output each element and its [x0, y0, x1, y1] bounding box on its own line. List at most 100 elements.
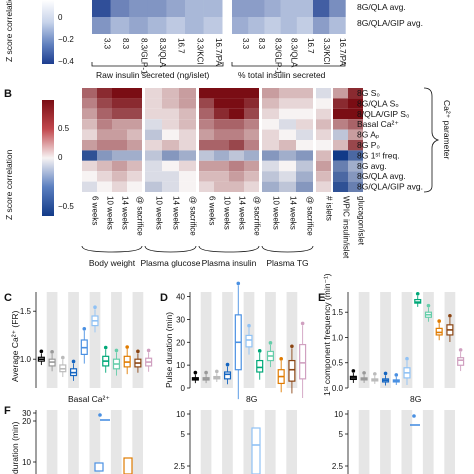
heatmap-b-cell [244, 88, 259, 99]
row-label-b: 8G P₀ [357, 140, 380, 150]
heatmap-b-cell [316, 181, 331, 192]
heatmap-a-left-cell [185, 17, 204, 34]
heatmap-a-left-cell [110, 17, 130, 34]
heatmap-b-cell [333, 171, 348, 182]
heatmap-a-right-cell [232, 0, 249, 17]
heatmap-b-cell [127, 150, 142, 161]
plot-stripe [380, 292, 391, 388]
box-outlier [415, 292, 420, 296]
y-tick-label: 20 [176, 338, 185, 347]
heatmap-b-cell [82, 181, 97, 192]
x-tick-a-left: 8.3/QLA [158, 38, 167, 68]
x-axis-b: 6 weeks 10 weeks 14 weeks @ sacrifice 10 wee… [91, 196, 366, 259]
heatmap-b-cell [262, 98, 279, 109]
box-outlier [103, 345, 108, 350]
heatmap-b-cell [279, 140, 296, 151]
plot-d: 40 30 20 10 0 [176, 281, 307, 400]
heatmap-b-cell [179, 119, 196, 130]
heatmap-b-cell [162, 129, 179, 140]
box-outlier [146, 348, 151, 353]
heatmap-b-cell [296, 119, 313, 130]
group-bracket-b [261, 245, 314, 253]
heatmap-b-cell [333, 160, 348, 172]
heatmap-b-cell [244, 108, 259, 120]
box-outlier [362, 371, 366, 375]
x-tick-a-right: 8.3/QLA [290, 38, 299, 68]
panel-d: D Pulse duration (min) 8G 40 30 20 10 0 [160, 281, 307, 404]
heatmap-a-left-cell [92, 17, 111, 34]
heatmap-b-cell [162, 140, 179, 151]
heatmap-a-left-cell [166, 17, 186, 34]
plot-f-tick-label: 2.5 [332, 462, 344, 471]
heatmap-b-cell [97, 119, 112, 130]
heatmap-b-cell [145, 171, 162, 182]
box [457, 357, 465, 366]
box-outlier [136, 349, 140, 354]
plot-stripe [222, 292, 233, 388]
heatmap-b-cell [348, 181, 363, 192]
plot-f-tick-label: 30 [22, 409, 31, 418]
heatmap-b-cell [97, 150, 112, 161]
box-outlier [193, 370, 198, 375]
heatmap-b-cell [214, 129, 229, 140]
heatmap-b-cell [229, 181, 244, 192]
heatmap-b-cell [82, 129, 97, 140]
box-outlier [247, 323, 251, 328]
box-outlier [204, 370, 208, 375]
heatmap-b-cell [296, 171, 313, 182]
heatmap-b-cell [112, 150, 127, 161]
heatmap-b-cell [127, 98, 142, 109]
heatmap-b-cell [348, 171, 363, 182]
x-tick-a-left: 16.7 [177, 38, 186, 54]
heatmap-b-cell [127, 88, 142, 99]
box-outlier [383, 371, 388, 376]
heatmap-a-left-cell [129, 17, 149, 34]
plot-f-stripe [358, 410, 370, 474]
panel-f-ylabel: duration (min) [10, 421, 20, 474]
groups-b: Body weight Plasma glucose Plasma insulin P… [81, 245, 314, 268]
heatmap-b-cell [127, 140, 142, 151]
plot-stripe [89, 292, 101, 388]
heatmap-b-cell [145, 119, 162, 130]
group-label-b: Body weight [89, 258, 136, 268]
heatmap-b-cell [179, 98, 196, 109]
heatmap-a-right-cell [232, 17, 249, 34]
heatmap-b-cell [229, 150, 244, 161]
heatmap-b-cell [214, 171, 229, 182]
heatmap-b-cell [296, 181, 313, 192]
panel-a-colorbar [42, 0, 54, 64]
heatmap-b-cell [333, 129, 348, 140]
row-label-b: 8G S₀ [357, 88, 380, 98]
heatmap-b-cell [112, 171, 127, 182]
heatmap-a-right-cell [248, 17, 265, 34]
plot-f-stripe [380, 410, 391, 474]
x-tick-b: # islets [325, 196, 334, 221]
heatmap-b-cell [333, 98, 348, 109]
panel-e-letter: E [318, 292, 325, 304]
x-tick-b: 10 weeks [106, 196, 115, 230]
heatmap-b-cell [127, 160, 142, 172]
heatmap-b-cell [279, 150, 296, 161]
box-outlier [257, 349, 262, 353]
heatmap-b-cell [162, 181, 179, 192]
x-tick-a-left: 8.3 [121, 38, 130, 50]
heatmap-b-cell [214, 150, 229, 161]
heatmap-b-cell [162, 108, 179, 120]
x-tick-a-right: 8.3/GLP-1 [273, 38, 282, 75]
x-tick-b: 6 weeks [91, 196, 100, 225]
box [245, 334, 253, 348]
heatmap-b-cell [97, 108, 112, 120]
heatmap-b-cell [262, 171, 279, 182]
heatmap-b-cell [97, 98, 112, 109]
heatmap-b-cell [199, 160, 214, 172]
heatmap-b-cell [112, 129, 127, 140]
panel-c-xlabel: Basal Ca²⁺ [68, 394, 110, 404]
heatmap-b-cell [145, 140, 162, 151]
plot-f-box [94, 462, 104, 472]
plot-stripe [286, 292, 298, 388]
box-outlier [458, 348, 463, 352]
box-outlier [373, 372, 377, 376]
x-tick-a-left: 8.3/GLP-1 [140, 38, 149, 75]
heatmap-b-cell [316, 98, 331, 109]
